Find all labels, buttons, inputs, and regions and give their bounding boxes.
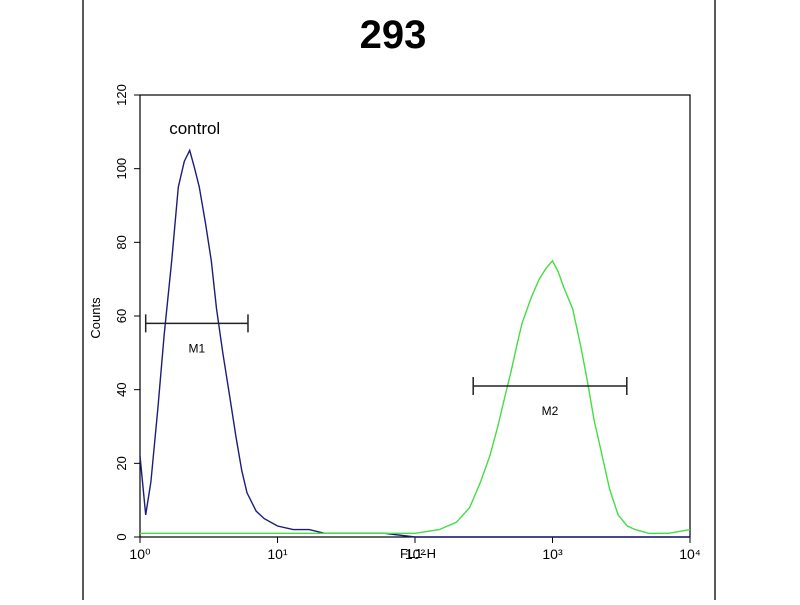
- chart-title: 293: [360, 13, 427, 57]
- marker-label: M2: [542, 404, 559, 418]
- x-tick-label: 10³: [542, 546, 563, 562]
- x-tick-label: 10²: [405, 546, 426, 562]
- x-tick-label: 10⁴: [679, 546, 701, 562]
- y-tick-label: 20: [114, 456, 129, 470]
- annotation: control: [169, 119, 220, 138]
- marker-label: M1: [189, 341, 206, 355]
- y-tick-label: 60: [114, 309, 129, 323]
- x-tick-label: 10⁰: [129, 546, 151, 562]
- x-tick-label: 10¹: [267, 546, 288, 562]
- y-tick-label: 40: [114, 382, 129, 396]
- y-axis-label: Counts: [88, 297, 103, 339]
- y-tick-label: 120: [114, 84, 129, 106]
- histogram-line: [140, 259, 691, 534]
- y-tick-label: 80: [114, 235, 129, 249]
- y-tick-label: 100: [114, 158, 129, 180]
- panel: [82, 0, 716, 602]
- histogram-line: [139, 148, 690, 538]
- x-axis-label: FL1-H: [400, 546, 436, 561]
- y-tick-label: 0: [114, 533, 129, 540]
